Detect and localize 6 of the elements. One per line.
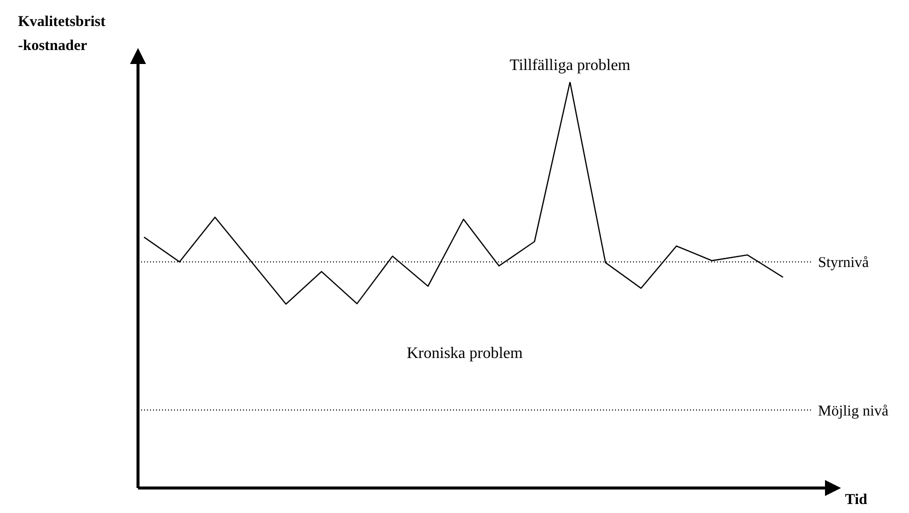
ref-line-label: Möjlig nivå	[818, 403, 889, 420]
y-axis-title: Kvalitetsbrist -kostnader	[18, 14, 106, 54]
annotation: Kroniska problem	[406, 345, 524, 362]
x-axis-title: Tid	[845, 492, 868, 508]
text: Tillfälliga problem	[510, 57, 631, 74]
ref-line-label: Styrnivå	[818, 255, 870, 272]
